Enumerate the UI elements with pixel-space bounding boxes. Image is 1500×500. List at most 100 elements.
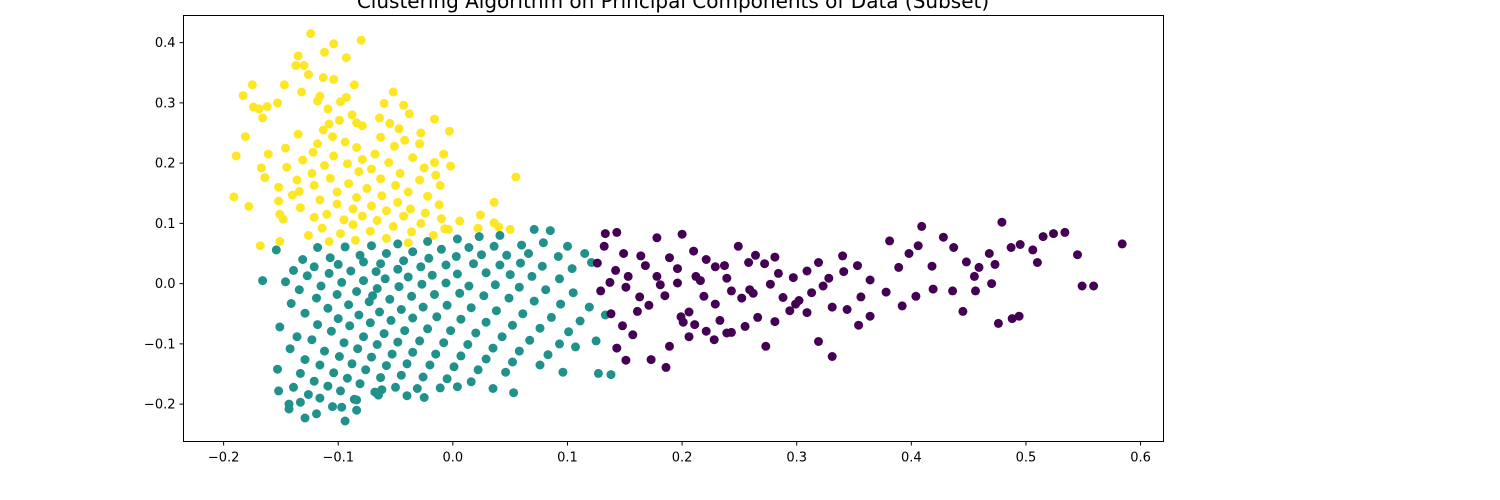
data-point [418,302,428,312]
data-point [355,250,365,260]
x-tick-label: 0.1 [557,451,578,466]
data-point [324,119,334,129]
data-point [423,324,433,334]
data-point [365,318,375,328]
data-point [839,267,849,277]
data-point [1015,240,1025,249]
data-point [489,241,499,251]
data-point [359,257,368,267]
data-point [340,137,350,147]
y-axis: −0.2 −0.1 0.0 0.1 0.2 0.3 0.4 [144,36,184,413]
data-point [655,280,665,290]
data-point [334,115,344,125]
data-point [322,209,332,219]
x-tick-label: −0.2 [208,451,240,466]
data-point [446,161,456,171]
data-point [298,255,308,264]
data-point [415,139,425,149]
data-point [394,124,404,134]
data-point [456,314,466,324]
data-point [416,262,426,272]
data-point [993,318,1003,328]
data-point [294,285,304,295]
data-point [511,172,521,182]
data-point [1117,239,1127,249]
data-point [384,158,394,167]
data-point [948,286,958,296]
data-point [385,118,395,128]
data-point [258,276,268,286]
data-point [370,149,380,159]
data-point [842,305,852,314]
data-point [346,266,356,276]
data-point [537,261,547,271]
data-point [474,232,484,242]
data-point [403,272,413,282]
data-point [709,335,719,345]
data-point [286,299,296,308]
data-point [357,121,367,131]
data-point [371,267,381,277]
data-point [701,255,711,264]
data-point [386,315,396,325]
data-point [938,232,948,242]
data-point [660,291,670,301]
data-point [1089,281,1099,291]
data-point [949,243,959,252]
data-point [254,104,264,114]
data-point [567,264,577,274]
data-point [720,261,729,271]
data-point [349,80,359,90]
data-point [275,322,285,332]
data-point [365,226,375,236]
data-point [525,335,535,345]
data-point [407,291,417,301]
data-point [961,257,971,267]
data-point [312,293,321,303]
data-point [619,249,629,258]
data-point [514,346,524,356]
data-point [376,132,386,142]
data-point [313,139,323,149]
data-point [355,379,365,389]
data-point [726,286,736,296]
data-point [404,109,414,119]
data-point [814,258,823,267]
data-point [275,237,285,246]
data-point [376,373,386,383]
data-point [684,307,694,317]
data-point [568,288,578,298]
data-point [309,180,319,190]
data-point [403,238,413,248]
data-point [336,97,345,107]
data-point [435,180,445,190]
data-point [342,159,352,169]
data-point [904,249,914,258]
data-point [318,125,328,135]
data-point [368,291,378,301]
x-tick-label: 0.3 [786,451,807,466]
chart-title: Clustering Algorithm on Principal Compon… [357,0,989,13]
data-point [695,276,705,286]
data-point [367,201,376,211]
data-point [434,200,444,210]
data-point [231,151,241,161]
data-point [302,271,312,281]
data-point [315,195,325,205]
data-point [287,190,297,200]
data-point [456,351,466,361]
data-point [298,155,308,165]
data-point [388,221,398,231]
data-point [340,242,350,252]
data-point [894,262,904,272]
data-point [1049,229,1058,239]
data-point [673,264,682,274]
data-point [376,174,386,184]
data-point [352,405,362,415]
data-point [464,243,474,252]
data-point [497,332,507,342]
data-point [300,413,310,423]
data-point [761,341,771,351]
data-point [441,278,451,288]
data-point [621,282,631,292]
